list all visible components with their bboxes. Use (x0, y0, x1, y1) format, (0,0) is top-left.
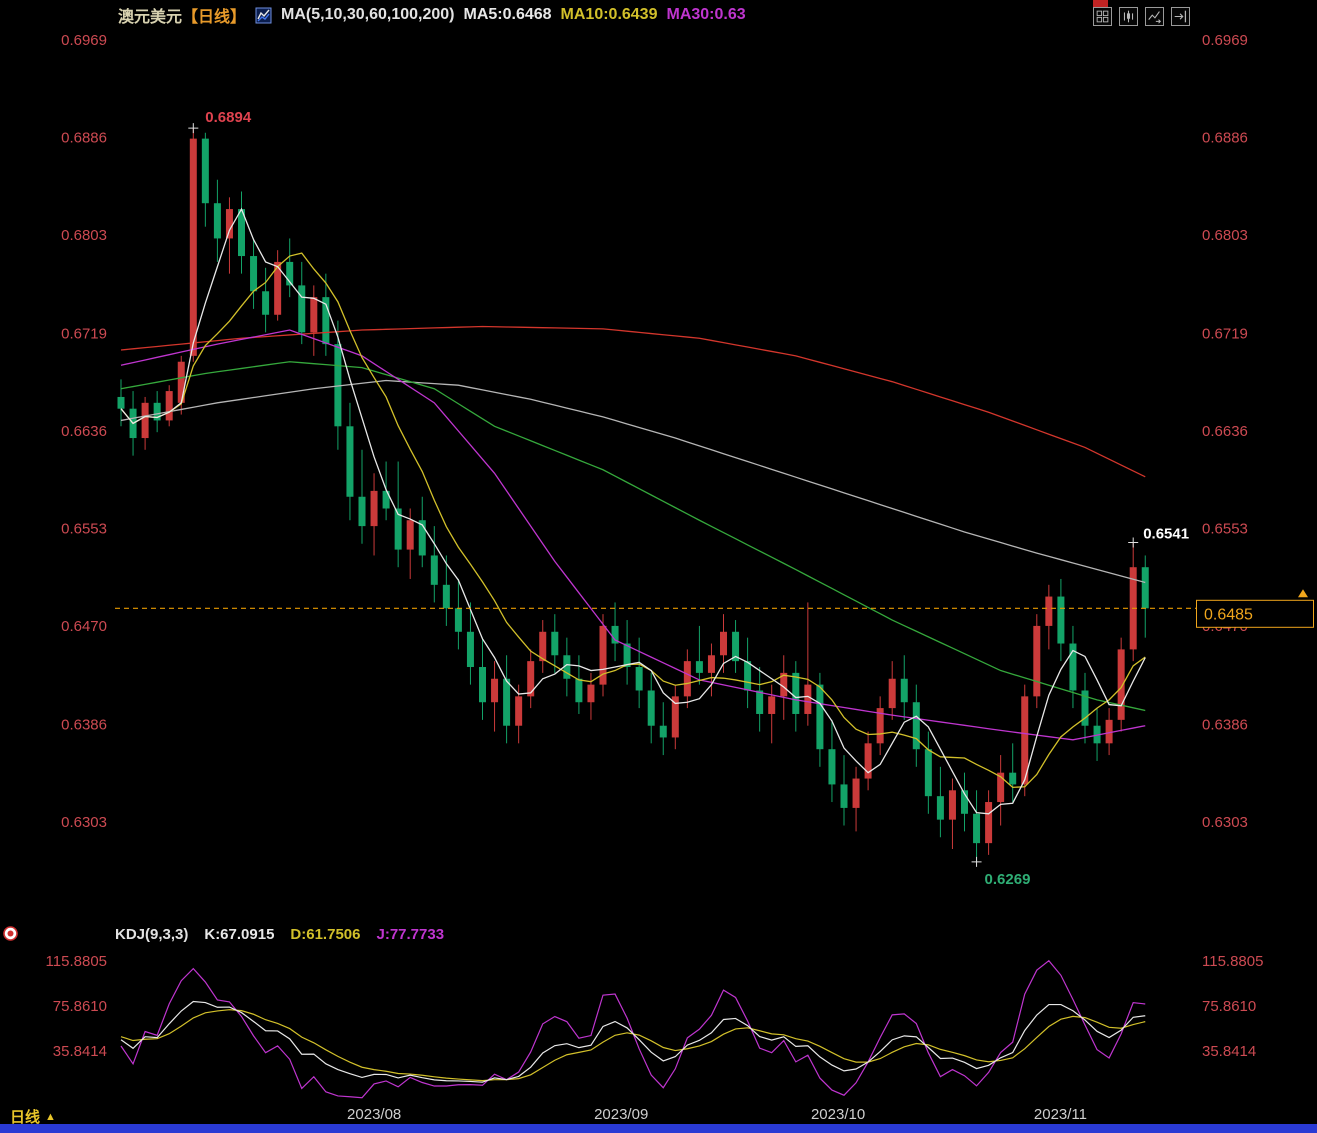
extreme-cross-marker (188, 123, 199, 134)
period-label: 【日线】 (182, 9, 247, 26)
y-axis-label-left: 0.6886 (61, 129, 107, 146)
x-axis-label: 2023/11 (1033, 1106, 1087, 1123)
ma200-line (120, 325, 1146, 478)
y-axis-label-left: 0.6803 (61, 227, 107, 244)
chart-page-icon[interactable] (1145, 7, 1164, 26)
collapse-right-icon[interactable] (1171, 7, 1190, 26)
kdj-j-line (120, 959, 1146, 1099)
price-up-arrow-icon (1298, 589, 1308, 598)
alert-marker (1093, 0, 1108, 7)
y-axis-label-left: 0.6553 (61, 520, 107, 537)
y-axis-label-left: 0.6719 (61, 326, 107, 343)
ma60-line (120, 361, 1146, 712)
y-axis-label-left: 0.6636 (61, 423, 107, 440)
kdj-axis-label-right: 115.8805 (1202, 953, 1263, 970)
y-axis-label-left: 0.6303 (61, 814, 107, 831)
extreme-cross-marker (1128, 537, 1139, 548)
y-axis-label-left: 0.6969 (61, 32, 107, 49)
layout-grid-icon[interactable] (1093, 7, 1112, 26)
kdj-chart[interactable]: 115.8805 115.8805 75.8610 75.8610 35.8414 35.… (0, 948, 1317, 1108)
period-selector[interactable]: 日线 ▲ (10, 1106, 56, 1127)
kdj-header: KDJ(9,3,3) K:67.0915 D:61.7506 J:77.7733 (115, 922, 444, 946)
kdj-axis-label-left: 35.8414 (53, 1043, 107, 1060)
y-axis-label-left: 0.6470 (61, 618, 107, 635)
kdj-k-line (120, 1000, 1146, 1083)
target-icon[interactable] (2, 925, 19, 942)
high-label: 0.6894 (205, 109, 252, 126)
current-price-value: 0.6485 (1204, 606, 1253, 623)
ma100-line (120, 379, 1146, 584)
kdj-axis-label-right: 35.8414 (1202, 1043, 1256, 1060)
ma10-line (120, 252, 1146, 789)
ma30-line (120, 329, 1146, 741)
y-axis-label-right: 0.6553 (1202, 520, 1248, 537)
kdj-d-value: D:61.7506 (290, 925, 361, 943)
kdj-k-value: K:67.0915 (204, 925, 275, 943)
swing-high-label: 0.6541 (1143, 526, 1189, 543)
kdj-j-value: J:77.7733 (376, 925, 445, 943)
kdj-chart-svg: 115.8805 115.8805 75.8610 75.8610 35.8414 35.… (46, 953, 1263, 1099)
kdj-params-label: KDJ(9,3,3) (115, 925, 189, 943)
symbol-title: 澳元美元 (118, 9, 183, 26)
price-chart[interactable]: 0.6969 0.6969 0.6886 0.6886 0.6803 0.6803 0.67… (0, 30, 1317, 922)
chevron-up-icon: ▲ (45, 1110, 56, 1123)
ma5-value: MA5:0.6468 (463, 6, 552, 23)
indicator-icon (255, 7, 272, 24)
x-axis-label: 2023/08 (347, 1106, 402, 1123)
kdj-d-line (120, 1009, 1146, 1082)
extreme-cross-marker (971, 856, 982, 867)
y-axis-label-right: 0.6803 (1202, 227, 1248, 244)
title-group: 澳元美元 【日线】 (118, 3, 246, 27)
price-chart-svg: 0.6969 0.6969 0.6886 0.6886 0.6803 0.6803 0.67… (61, 32, 1314, 888)
period-selector-label: 日线 (10, 1109, 41, 1126)
current-price-box (1196, 599, 1314, 628)
kdj-axis-label-left: 115.8805 (46, 953, 107, 970)
window-toolbar (1093, 7, 1190, 26)
y-axis-label-right: 0.6969 (1202, 32, 1248, 49)
x-axis-label: 2023/09 (594, 1106, 649, 1123)
y-axis-label-left: 0.6386 (61, 717, 107, 734)
y-axis-label-right: 0.6386 (1202, 717, 1248, 734)
x-axis-label: 2023/10 (810, 1106, 866, 1123)
candle-window-icon[interactable] (1119, 7, 1138, 26)
chart-header: 澳元美元 【日线】 MA(5,10,30,60,100,200) MA5:0.6… (118, 0, 746, 30)
y-axis-label-right: 0.6719 (1202, 326, 1248, 343)
ma10-value: MA10:0.6439 (560, 6, 658, 23)
ma5-line (120, 207, 1146, 815)
x-axis-row: 2023/08 2023/09 2023/10 2023/11 (0, 1106, 1317, 1124)
kdj-axis-label-left: 75.8610 (53, 998, 107, 1015)
y-axis-label-right: 0.6303 (1202, 814, 1248, 831)
low-label: 0.6269 (985, 871, 1031, 888)
y-axis-label-right: 0.6886 (1202, 129, 1248, 146)
y-axis-label-right: 0.6636 (1202, 423, 1248, 440)
ma30-value: MA30:0.63 (666, 6, 746, 23)
ma-params-label: MA(5,10,30,60,100,200) (281, 6, 455, 23)
kdj-axis-label-right: 75.8610 (1202, 998, 1256, 1015)
bottom-scrollbar[interactable] (0, 1124, 1317, 1133)
candles-layer (117, 128, 1149, 862)
